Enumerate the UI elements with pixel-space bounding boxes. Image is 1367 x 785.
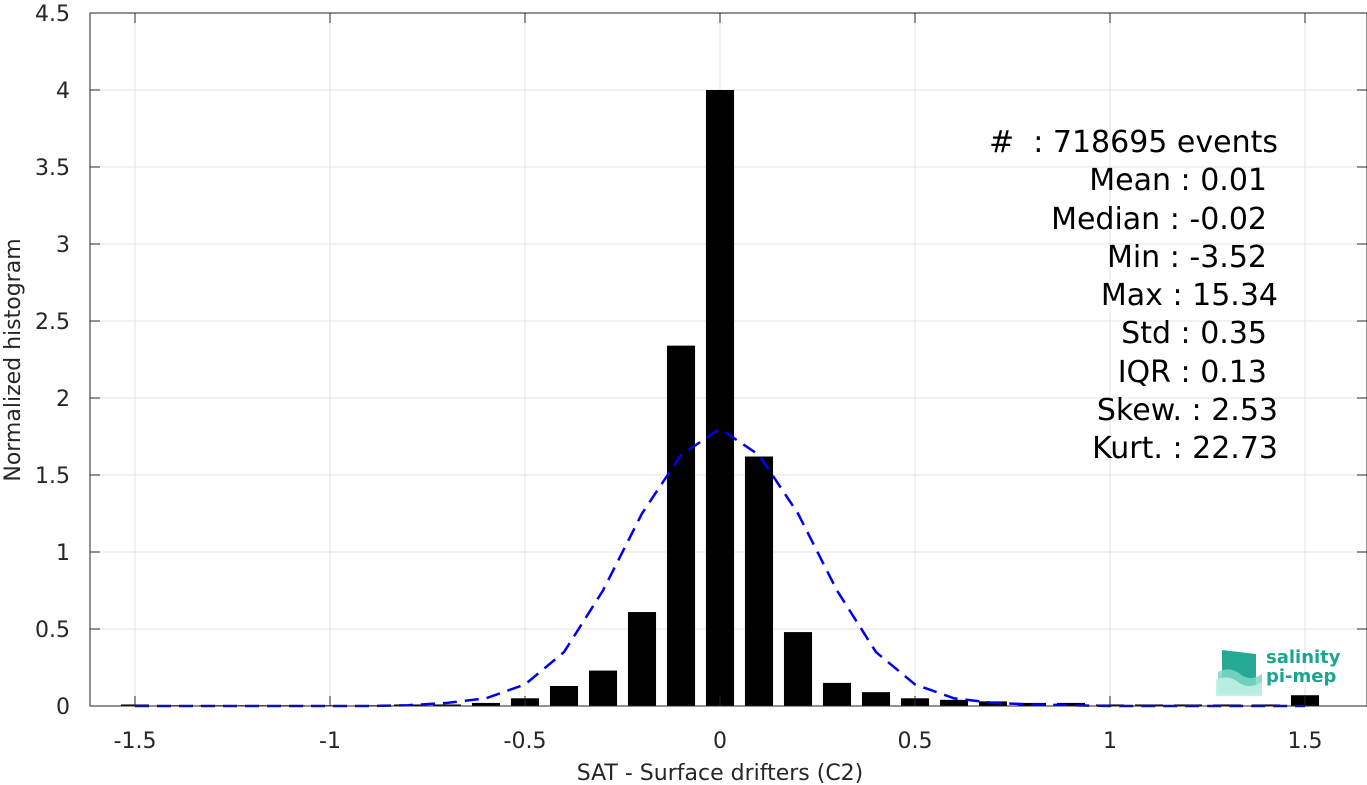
stat-iqr: IQR : 0.13 [1117, 354, 1267, 390]
x-tick-label: 1.5 [1288, 729, 1323, 754]
histogram-bar [627, 612, 657, 706]
statistics-panel: # : 718695 events Mean : 0.01 Median : -… [900, 124, 1278, 469]
histogram-bar [822, 682, 852, 706]
x-tick-label: 0.5 [898, 729, 933, 754]
histogram-bar [1212, 704, 1242, 706]
histogram-bar [1056, 702, 1086, 706]
histogram-bar [744, 456, 774, 706]
salinity-pimep-logo: salinity pi-mep [1216, 646, 1346, 696]
y-axis-label: Normalized histogram [1, 238, 26, 481]
x-tick-label: -1 [319, 729, 341, 754]
x-tick-label: -1.5 [114, 729, 157, 754]
histogram-bar [705, 90, 735, 706]
stat-mean: Mean : 0.01 [1089, 163, 1267, 199]
histogram-bar [783, 632, 813, 706]
y-tick-label: 3 [56, 233, 70, 258]
y-tick-label: 0 [56, 695, 70, 720]
y-tick-label: 0.5 [35, 618, 70, 643]
plot-frame [89, 12, 1367, 707]
stat-max: Max : 15.34 [1100, 278, 1278, 314]
histogram-bar [939, 699, 969, 706]
x-tick-label: 0 [713, 729, 727, 754]
histogram-bar [471, 702, 501, 706]
histogram-bar [588, 670, 618, 706]
x-axis-ticks: -1.5 -1 -0.5 0 0.5 1 1.5 [114, 13, 1323, 754]
y-tick-label: 2.5 [35, 310, 70, 335]
logo-line2: pi-mep [1266, 666, 1337, 687]
histogram-bar [666, 345, 696, 706]
stat-min: Min : -3.52 [1106, 239, 1267, 275]
logo-line1: salinity [1266, 647, 1341, 668]
stat-median: Median : -0.02 [1051, 201, 1267, 237]
histogram-bar [432, 704, 462, 706]
y-tick-label: 4 [56, 79, 70, 104]
histogram-bar [861, 692, 891, 706]
histogram-bars [120, 90, 1320, 706]
logo-text: salinity pi-mep [1266, 648, 1341, 686]
stat-kurt: Kurt. : 22.73 [1092, 431, 1278, 467]
y-tick-label: 1.5 [35, 464, 70, 489]
histogram-bar [1251, 704, 1281, 706]
wave-logo-icon [1216, 650, 1262, 696]
stat-count: # : 718695 events [989, 125, 1278, 160]
y-axis-ticks: 0 0.5 1 1.5 2 2.5 3 3.5 4 4.5 [35, 2, 1367, 720]
x-tick-label: 1 [1103, 729, 1117, 754]
y-tick-label: 1 [56, 541, 70, 566]
histogram-bar [549, 685, 579, 706]
x-axis-label: SAT - Surface drifters (C2) [577, 761, 864, 785]
y-tick-label: 2 [56, 387, 70, 412]
y-tick-label: 4.5 [35, 2, 70, 27]
stat-std: Std : 0.35 [1121, 316, 1267, 352]
y-tick-label: 3.5 [35, 156, 70, 181]
x-tick-label: -0.5 [504, 729, 547, 754]
stat-skew: Skew. : 2.53 [1096, 393, 1278, 429]
